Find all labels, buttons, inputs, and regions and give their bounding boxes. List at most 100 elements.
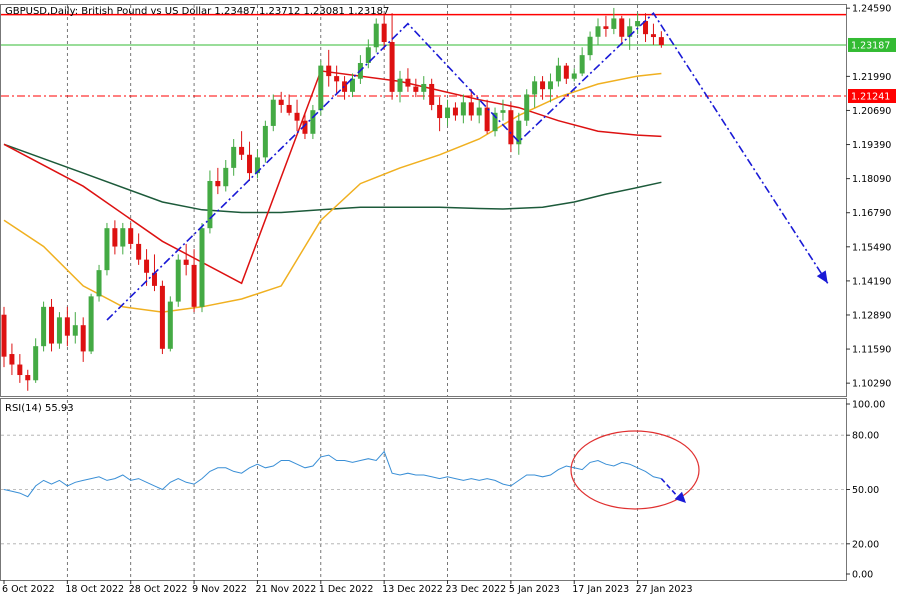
candle-body [310, 110, 316, 134]
candle-body [294, 112, 300, 121]
candle-body [579, 55, 585, 74]
candle-body [88, 296, 94, 352]
rsi-tick-label: 20.00 [852, 539, 879, 550]
candle-body [611, 18, 617, 29]
candle-body [239, 146, 245, 155]
candle-body [365, 47, 371, 63]
candle-body [484, 107, 490, 132]
candle-body [302, 120, 308, 134]
candle-body [595, 26, 601, 37]
time-tick-label: 1 Dec 2022 [319, 584, 374, 595]
candle-body [231, 146, 237, 168]
time-axis: 6 Oct 2022 18 Oct 2022 28 Oct 2022 9 Nov 20… [2, 580, 693, 595]
candle-body [476, 107, 482, 116]
moving-average-orange-line [3, 72, 662, 313]
candle-body [112, 228, 118, 247]
candle-body [167, 301, 173, 349]
price-axis: 1.24590 1.23187 1.21990 1.21241 1.20690 1.193… [846, 4, 896, 390]
rsi-tick-label: 80.00 [852, 431, 879, 442]
price-tag-box [848, 89, 896, 104]
candle-body [349, 78, 355, 92]
price-tick-label: 1.15490 [852, 242, 891, 253]
candle-body [452, 107, 458, 116]
candle-body [144, 259, 150, 273]
candle-body [342, 81, 348, 92]
moving-average-dark-line [3, 143, 662, 214]
price-tick-label: 1.20690 [852, 106, 891, 117]
candle-body [128, 228, 134, 244]
rsi-projection-line [660, 478, 680, 499]
rsi-tick-label: 0.00 [852, 570, 873, 581]
candle-body [199, 228, 205, 307]
main-panel-frame [0, 4, 847, 397]
pattern-projection [106, 11, 829, 321]
candle-body [563, 65, 569, 79]
rsi-title: RSI(14) 55.93 [5, 403, 74, 414]
price-tick-label: 1.11590 [852, 345, 891, 356]
candle-body [524, 94, 530, 121]
chart-title: GBPUSD,Daily: British Pound vs US Dollar… [5, 6, 389, 17]
candle-body [326, 65, 332, 77]
candle-body [555, 65, 561, 82]
candle-body [175, 259, 181, 302]
candle-body [254, 157, 260, 174]
candle-body [286, 104, 292, 113]
candle-body [460, 102, 466, 116]
candle-body [80, 325, 86, 352]
candle-body [627, 26, 633, 37]
candle-body [64, 317, 70, 336]
price-tag-box [848, 37, 896, 52]
candle-body [389, 42, 395, 92]
candle-body [262, 125, 268, 158]
candle-body [429, 83, 435, 105]
candle-body [136, 243, 142, 260]
time-tick-label: 9 Nov 2022 [192, 584, 247, 595]
candle-body [151, 272, 157, 286]
candle-body [318, 65, 324, 111]
candle-body [49, 306, 55, 344]
time-tick-label: 21 Nov 2022 [255, 584, 316, 595]
candle-body [468, 102, 474, 116]
candle-body [516, 120, 522, 145]
candle-body [17, 364, 23, 376]
time-tick-label: 17 Jan 2023 [572, 584, 629, 595]
candle-body [96, 270, 102, 297]
time-tick-label: 28 Oct 2022 [129, 584, 188, 595]
price-tick-label: 1.21990 [852, 72, 891, 83]
candle-body [421, 83, 427, 92]
rsi-line [3, 450, 662, 498]
price-tag-label: 1.23187 [851, 40, 890, 51]
time-tick-label: 5 Jan 2023 [509, 584, 560, 595]
time-tick-label: 27 Jan 2023 [636, 584, 693, 595]
candle-body [571, 73, 577, 79]
candle-body [643, 21, 649, 35]
time-tick-label: 18 Oct 2022 [65, 584, 124, 595]
candle-body [270, 99, 276, 126]
price-tick-label: 1.24590 [852, 4, 891, 15]
candle-body [278, 99, 284, 105]
candle-body [373, 23, 379, 48]
price-tick-label: 1.14190 [852, 276, 891, 287]
candle-body [104, 228, 110, 271]
candle-body [41, 306, 47, 347]
price-tick-label: 1.19390 [852, 140, 891, 151]
rsi-arrowhead [674, 491, 686, 503]
price-tick-label: 1.12890 [852, 310, 891, 321]
moving-averages [3, 70, 662, 313]
candle-body [508, 110, 514, 145]
candle-body [183, 259, 189, 265]
rsi-series [3, 430, 700, 510]
rsi-tick-label: 50.00 [852, 485, 879, 496]
time-tick-label: 13 Dec 2022 [382, 584, 443, 595]
candle-body [120, 228, 126, 247]
moving-average-red-line [3, 70, 662, 285]
candle-body [500, 110, 506, 113]
time-tick-label: 23 Dec 2022 [446, 584, 507, 595]
candle-body [247, 154, 253, 174]
candle-body [445, 107, 451, 119]
candle-body [437, 104, 443, 119]
candle-body [492, 112, 498, 132]
candle-body [587, 36, 593, 56]
